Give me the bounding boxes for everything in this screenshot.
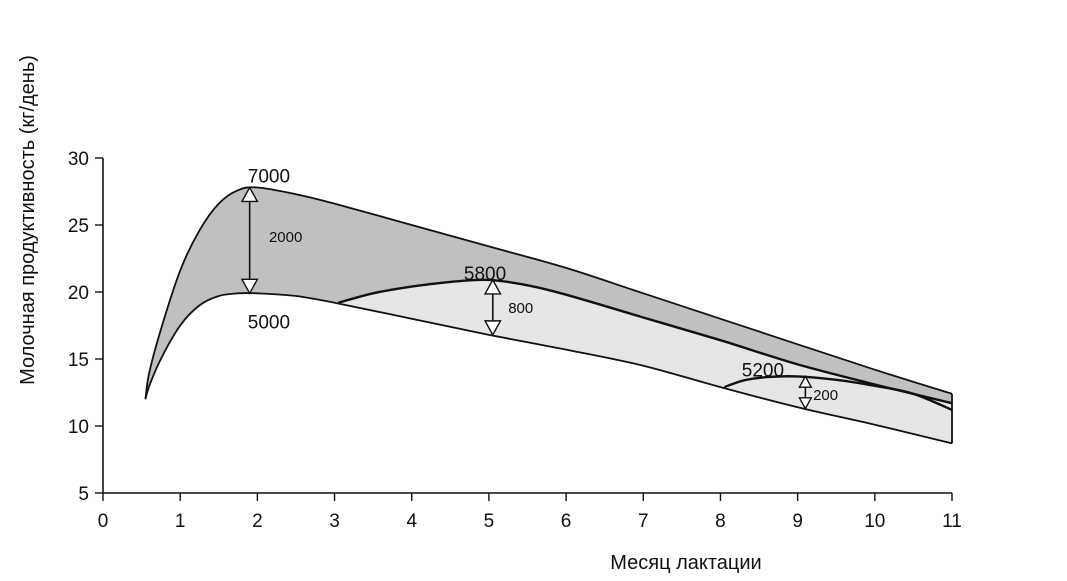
difference-arrow: [483, 278, 502, 337]
x-tick-label: 4: [406, 511, 417, 532]
y-tick-label: 10: [68, 417, 89, 438]
x-tick-label: 6: [561, 511, 572, 532]
axes: [102, 158, 952, 494]
fill-below-base: [145, 293, 952, 493]
y-tick-label: 5: [78, 484, 89, 505]
series-line-5200: [723, 375, 953, 412]
x-tick-label: 3: [329, 511, 340, 532]
annotation-label: 5000: [248, 312, 290, 333]
difference-arrow: [240, 186, 259, 295]
y-tick-label: 25: [68, 216, 89, 237]
fill-layer: [145, 187, 952, 493]
series-line-5000: [144, 292, 953, 445]
annotation-label: 200: [813, 387, 838, 404]
difference-arrows: [240, 186, 813, 411]
tick-labels: 0 1 2 3 4 5 6 7 8 9 10 11 5 10 15 20 25 30: [68, 149, 962, 532]
y-tick-label: 20: [68, 283, 89, 304]
x-tick-label: 7: [638, 511, 649, 532]
y-tick-label: 15: [68, 350, 89, 371]
x-tick-label: 0: [98, 511, 109, 532]
series-line-7000: [144, 186, 953, 400]
series-layer: [144, 186, 953, 445]
difference-arrow: [798, 374, 813, 411]
annotation-label: 7000: [248, 166, 290, 187]
annotation-label: 5200: [742, 361, 784, 382]
x-tick-label: 8: [715, 511, 726, 532]
x-axis-title: Месяц лактации: [610, 552, 761, 574]
annotations: 7000 5000 5800 5200 2000 800 200: [248, 166, 838, 404]
x-tick-label: 2: [252, 511, 263, 532]
annotation-label: 800: [508, 300, 533, 317]
x-tick-label: 9: [792, 511, 803, 532]
y-tick-label: 30: [68, 149, 89, 170]
x-tick-label: 5: [484, 511, 495, 532]
x-tick-label: 11: [942, 511, 962, 532]
annotation-label: 5800: [464, 264, 506, 285]
series-line-5800: [338, 278, 953, 405]
x-tick-label: 10: [864, 511, 885, 532]
x-tick-label: 1: [175, 511, 186, 532]
annotation-label: 2000: [269, 229, 302, 246]
y-axis-title: Молочная продуктивность (кг/день): [17, 55, 39, 385]
